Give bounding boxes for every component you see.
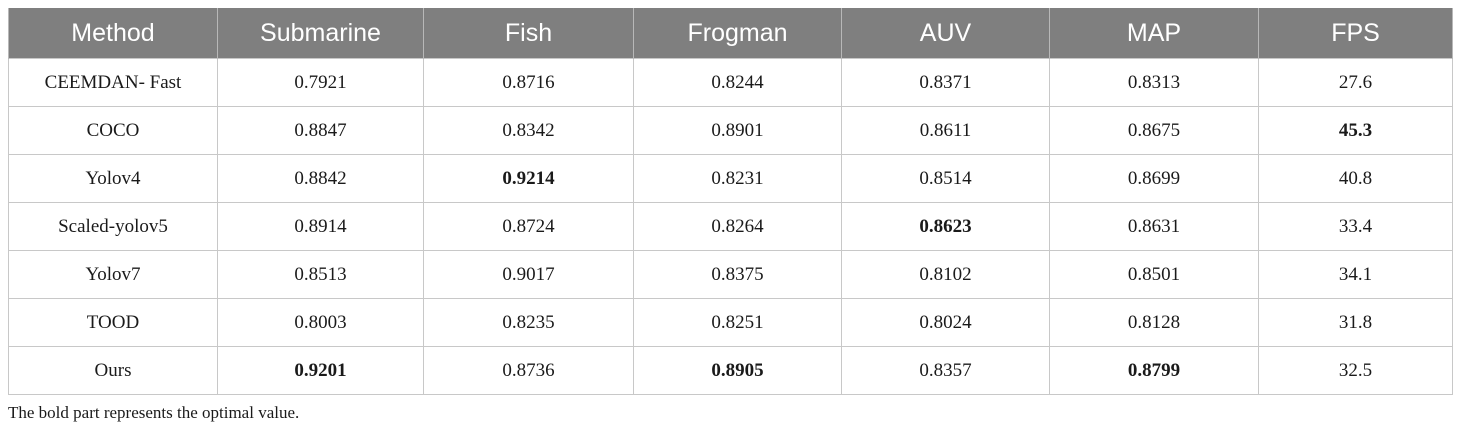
value-cell: 0.8513	[217, 250, 424, 299]
column-header-frogman: Frogman	[633, 8, 842, 59]
column-header-map: MAP	[1049, 8, 1259, 59]
method-cell: Yolov4	[8, 154, 218, 203]
value-cell: 40.8	[1258, 154, 1453, 203]
method-cell: Yolov7	[8, 250, 218, 299]
results-table-container: Method Submarine Fish Frogman AUV MAP FPS CEEM…	[8, 8, 1453, 395]
table-row: CEEMDAN- Fast 0.7921 0.8716 0.8244 0.8371 0.8…	[8, 58, 1453, 107]
value-cell: 0.8024	[841, 298, 1050, 347]
value-cell: 0.8102	[841, 250, 1050, 299]
value-cell: 0.8371	[841, 58, 1050, 107]
value-cell: 0.8799	[1049, 346, 1259, 395]
value-cell: 0.9214	[423, 154, 634, 203]
value-cell: 0.8375	[633, 250, 842, 299]
table-row: COCO 0.8847 0.8342 0.8901 0.8611 0.8675 45.3	[8, 106, 1453, 155]
value-cell: 0.8128	[1049, 298, 1259, 347]
value-cell: 0.8724	[423, 202, 634, 251]
value-cell: 0.8514	[841, 154, 1050, 203]
column-header-fps: FPS	[1258, 8, 1453, 59]
value-cell: 0.8235	[423, 298, 634, 347]
value-cell: 0.8842	[217, 154, 424, 203]
method-cell: Ours	[8, 346, 218, 395]
table-row: Yolov7 0.8513 0.9017 0.8375 0.8102 0.8501 34.1	[8, 250, 1453, 299]
value-cell: 0.8901	[633, 106, 842, 155]
method-cell: COCO	[8, 106, 218, 155]
value-cell: 0.8914	[217, 202, 424, 251]
value-cell: 0.8264	[633, 202, 842, 251]
value-cell: 31.8	[1258, 298, 1453, 347]
method-cell: TOOD	[8, 298, 218, 347]
value-cell: 0.8357	[841, 346, 1050, 395]
table-row: Scaled-yolov5 0.8914 0.8724 0.8264 0.8623 0.8…	[8, 202, 1453, 251]
results-table: Method Submarine Fish Frogman AUV MAP FPS CEEM…	[8, 8, 1453, 395]
value-cell: 0.8623	[841, 202, 1050, 251]
table-row: Yolov4 0.8842 0.9214 0.8231 0.8514 0.8699 40.8	[8, 154, 1453, 203]
table-row: TOOD 0.8003 0.8235 0.8251 0.8024 0.8128 31.8	[8, 298, 1453, 347]
method-cell: Scaled-yolov5	[8, 202, 218, 251]
value-cell: 0.8675	[1049, 106, 1259, 155]
value-cell: 0.8905	[633, 346, 842, 395]
table-header: Method Submarine Fish Frogman AUV MAP FPS	[8, 8, 1453, 59]
value-cell: 0.8244	[633, 58, 842, 107]
value-cell: 0.8501	[1049, 250, 1259, 299]
table-footnote: The bold part represents the optimal val…	[8, 403, 300, 422]
value-cell: 0.8251	[633, 298, 842, 347]
column-header-method: Method	[8, 8, 218, 59]
value-cell: 0.8716	[423, 58, 634, 107]
value-cell: 0.8699	[1049, 154, 1259, 203]
table-row: Ours 0.9201 0.8736 0.8905 0.8357 0.8799 32.5	[8, 346, 1453, 395]
column-header-auv: AUV	[841, 8, 1050, 59]
value-cell: 33.4	[1258, 202, 1453, 251]
value-cell: 0.9017	[423, 250, 634, 299]
value-cell: 0.8736	[423, 346, 634, 395]
value-cell: 0.8847	[217, 106, 424, 155]
value-cell: 0.8313	[1049, 58, 1259, 107]
value-cell: 0.8631	[1049, 202, 1259, 251]
header-row: Method Submarine Fish Frogman AUV MAP FPS	[8, 8, 1453, 59]
value-cell: 34.1	[1258, 250, 1453, 299]
value-cell: 0.7921	[217, 58, 424, 107]
value-cell: 0.8611	[841, 106, 1050, 155]
value-cell: 27.6	[1258, 58, 1453, 107]
value-cell: 0.8342	[423, 106, 634, 155]
value-cell: 0.8231	[633, 154, 842, 203]
value-cell: 32.5	[1258, 346, 1453, 395]
value-cell: 0.8003	[217, 298, 424, 347]
column-header-fish: Fish	[423, 8, 634, 59]
method-cell: CEEMDAN- Fast	[8, 58, 218, 107]
table-body: CEEMDAN- Fast 0.7921 0.8716 0.8244 0.8371 0.8…	[8, 58, 1453, 395]
value-cell: 45.3	[1258, 106, 1453, 155]
value-cell: 0.9201	[217, 346, 424, 395]
column-header-submarine: Submarine	[217, 8, 424, 59]
